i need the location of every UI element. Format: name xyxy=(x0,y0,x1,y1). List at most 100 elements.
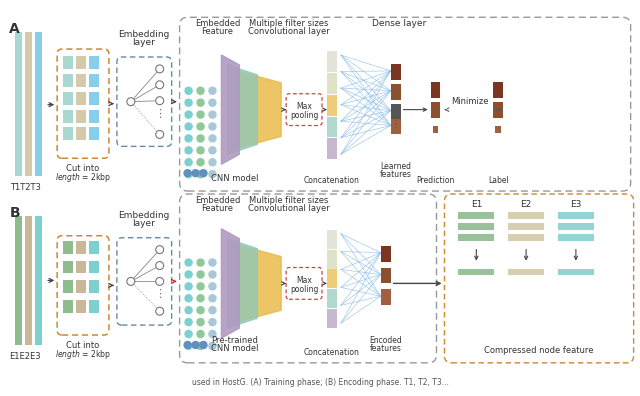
Circle shape xyxy=(196,134,205,143)
Bar xyxy=(89,110,99,122)
Circle shape xyxy=(127,98,135,106)
Circle shape xyxy=(200,170,207,177)
Text: Concatenation: Concatenation xyxy=(304,348,360,357)
Circle shape xyxy=(184,98,193,107)
Text: Cut into: Cut into xyxy=(67,164,100,173)
Circle shape xyxy=(208,146,217,155)
Circle shape xyxy=(184,318,193,327)
Bar xyxy=(327,139,337,159)
Text: Convolutional layer: Convolutional layer xyxy=(248,204,330,213)
Text: Label: Label xyxy=(488,176,509,185)
Text: ⋮: ⋮ xyxy=(154,109,165,118)
Text: Embedding: Embedding xyxy=(118,30,170,39)
Text: E1: E1 xyxy=(470,200,482,209)
Text: Feature: Feature xyxy=(202,27,234,36)
Circle shape xyxy=(196,341,205,350)
Circle shape xyxy=(196,270,205,279)
Circle shape xyxy=(196,282,205,291)
Circle shape xyxy=(156,130,164,139)
Circle shape xyxy=(196,170,205,179)
Circle shape xyxy=(196,306,205,315)
Bar xyxy=(458,223,494,230)
Circle shape xyxy=(184,146,193,155)
Bar xyxy=(431,82,440,98)
Circle shape xyxy=(192,170,199,177)
Polygon shape xyxy=(221,229,239,338)
Circle shape xyxy=(184,329,193,339)
Text: Dense layer: Dense layer xyxy=(372,19,426,28)
Bar xyxy=(390,104,401,120)
Bar xyxy=(26,32,32,176)
Bar xyxy=(35,32,42,176)
Text: Minimize: Minimize xyxy=(452,97,489,106)
Bar xyxy=(327,51,337,72)
Text: T1T2T3: T1T2T3 xyxy=(10,183,41,192)
Circle shape xyxy=(196,294,205,303)
Circle shape xyxy=(196,258,205,267)
Text: Feature: Feature xyxy=(202,204,234,213)
Bar xyxy=(327,230,337,249)
Text: Embedded: Embedded xyxy=(195,196,240,205)
Circle shape xyxy=(196,98,205,107)
Bar xyxy=(381,289,390,305)
Bar xyxy=(558,234,594,241)
Text: features: features xyxy=(370,344,402,353)
Bar xyxy=(76,128,86,141)
Bar xyxy=(63,110,73,122)
Bar xyxy=(15,32,22,176)
Bar xyxy=(76,241,86,253)
Circle shape xyxy=(208,122,217,131)
Circle shape xyxy=(208,306,217,315)
Circle shape xyxy=(208,329,217,339)
Text: ⋮: ⋮ xyxy=(154,289,165,299)
Text: CNN model: CNN model xyxy=(211,344,258,353)
Circle shape xyxy=(184,306,193,315)
Text: Pre-trained: Pre-trained xyxy=(211,336,258,345)
Text: layer: layer xyxy=(132,38,156,47)
Circle shape xyxy=(184,341,191,348)
Text: Encoded: Encoded xyxy=(369,336,402,345)
Bar xyxy=(495,126,501,133)
Circle shape xyxy=(184,258,193,267)
Bar xyxy=(458,234,494,241)
Bar xyxy=(508,268,544,276)
Bar xyxy=(558,223,594,230)
Text: E3: E3 xyxy=(570,200,582,209)
Bar xyxy=(558,268,594,276)
Bar xyxy=(327,289,337,308)
Bar xyxy=(35,216,42,345)
Circle shape xyxy=(184,122,193,131)
Bar xyxy=(508,234,544,241)
Circle shape xyxy=(184,170,193,179)
Polygon shape xyxy=(234,70,281,149)
Bar xyxy=(15,216,22,345)
Bar xyxy=(431,102,440,118)
Text: E2: E2 xyxy=(520,200,532,209)
Bar xyxy=(458,212,494,219)
Bar xyxy=(327,95,337,116)
Polygon shape xyxy=(227,239,257,328)
Bar xyxy=(26,216,32,345)
Bar xyxy=(327,270,337,288)
Circle shape xyxy=(208,341,217,350)
Text: layer: layer xyxy=(132,219,156,228)
Bar xyxy=(76,280,86,293)
Bar xyxy=(89,241,99,253)
Circle shape xyxy=(156,307,164,315)
Circle shape xyxy=(184,294,193,303)
Bar xyxy=(63,280,73,293)
Bar xyxy=(381,246,390,261)
Circle shape xyxy=(184,134,193,143)
Circle shape xyxy=(156,246,164,253)
Bar xyxy=(433,126,438,133)
Circle shape xyxy=(196,158,205,167)
Circle shape xyxy=(208,158,217,167)
Bar xyxy=(63,56,73,69)
Circle shape xyxy=(208,318,217,327)
Circle shape xyxy=(184,282,193,291)
Circle shape xyxy=(192,341,199,348)
Bar xyxy=(63,74,73,87)
Circle shape xyxy=(184,158,193,167)
Text: Embedded: Embedded xyxy=(195,19,240,28)
Bar xyxy=(390,64,401,80)
